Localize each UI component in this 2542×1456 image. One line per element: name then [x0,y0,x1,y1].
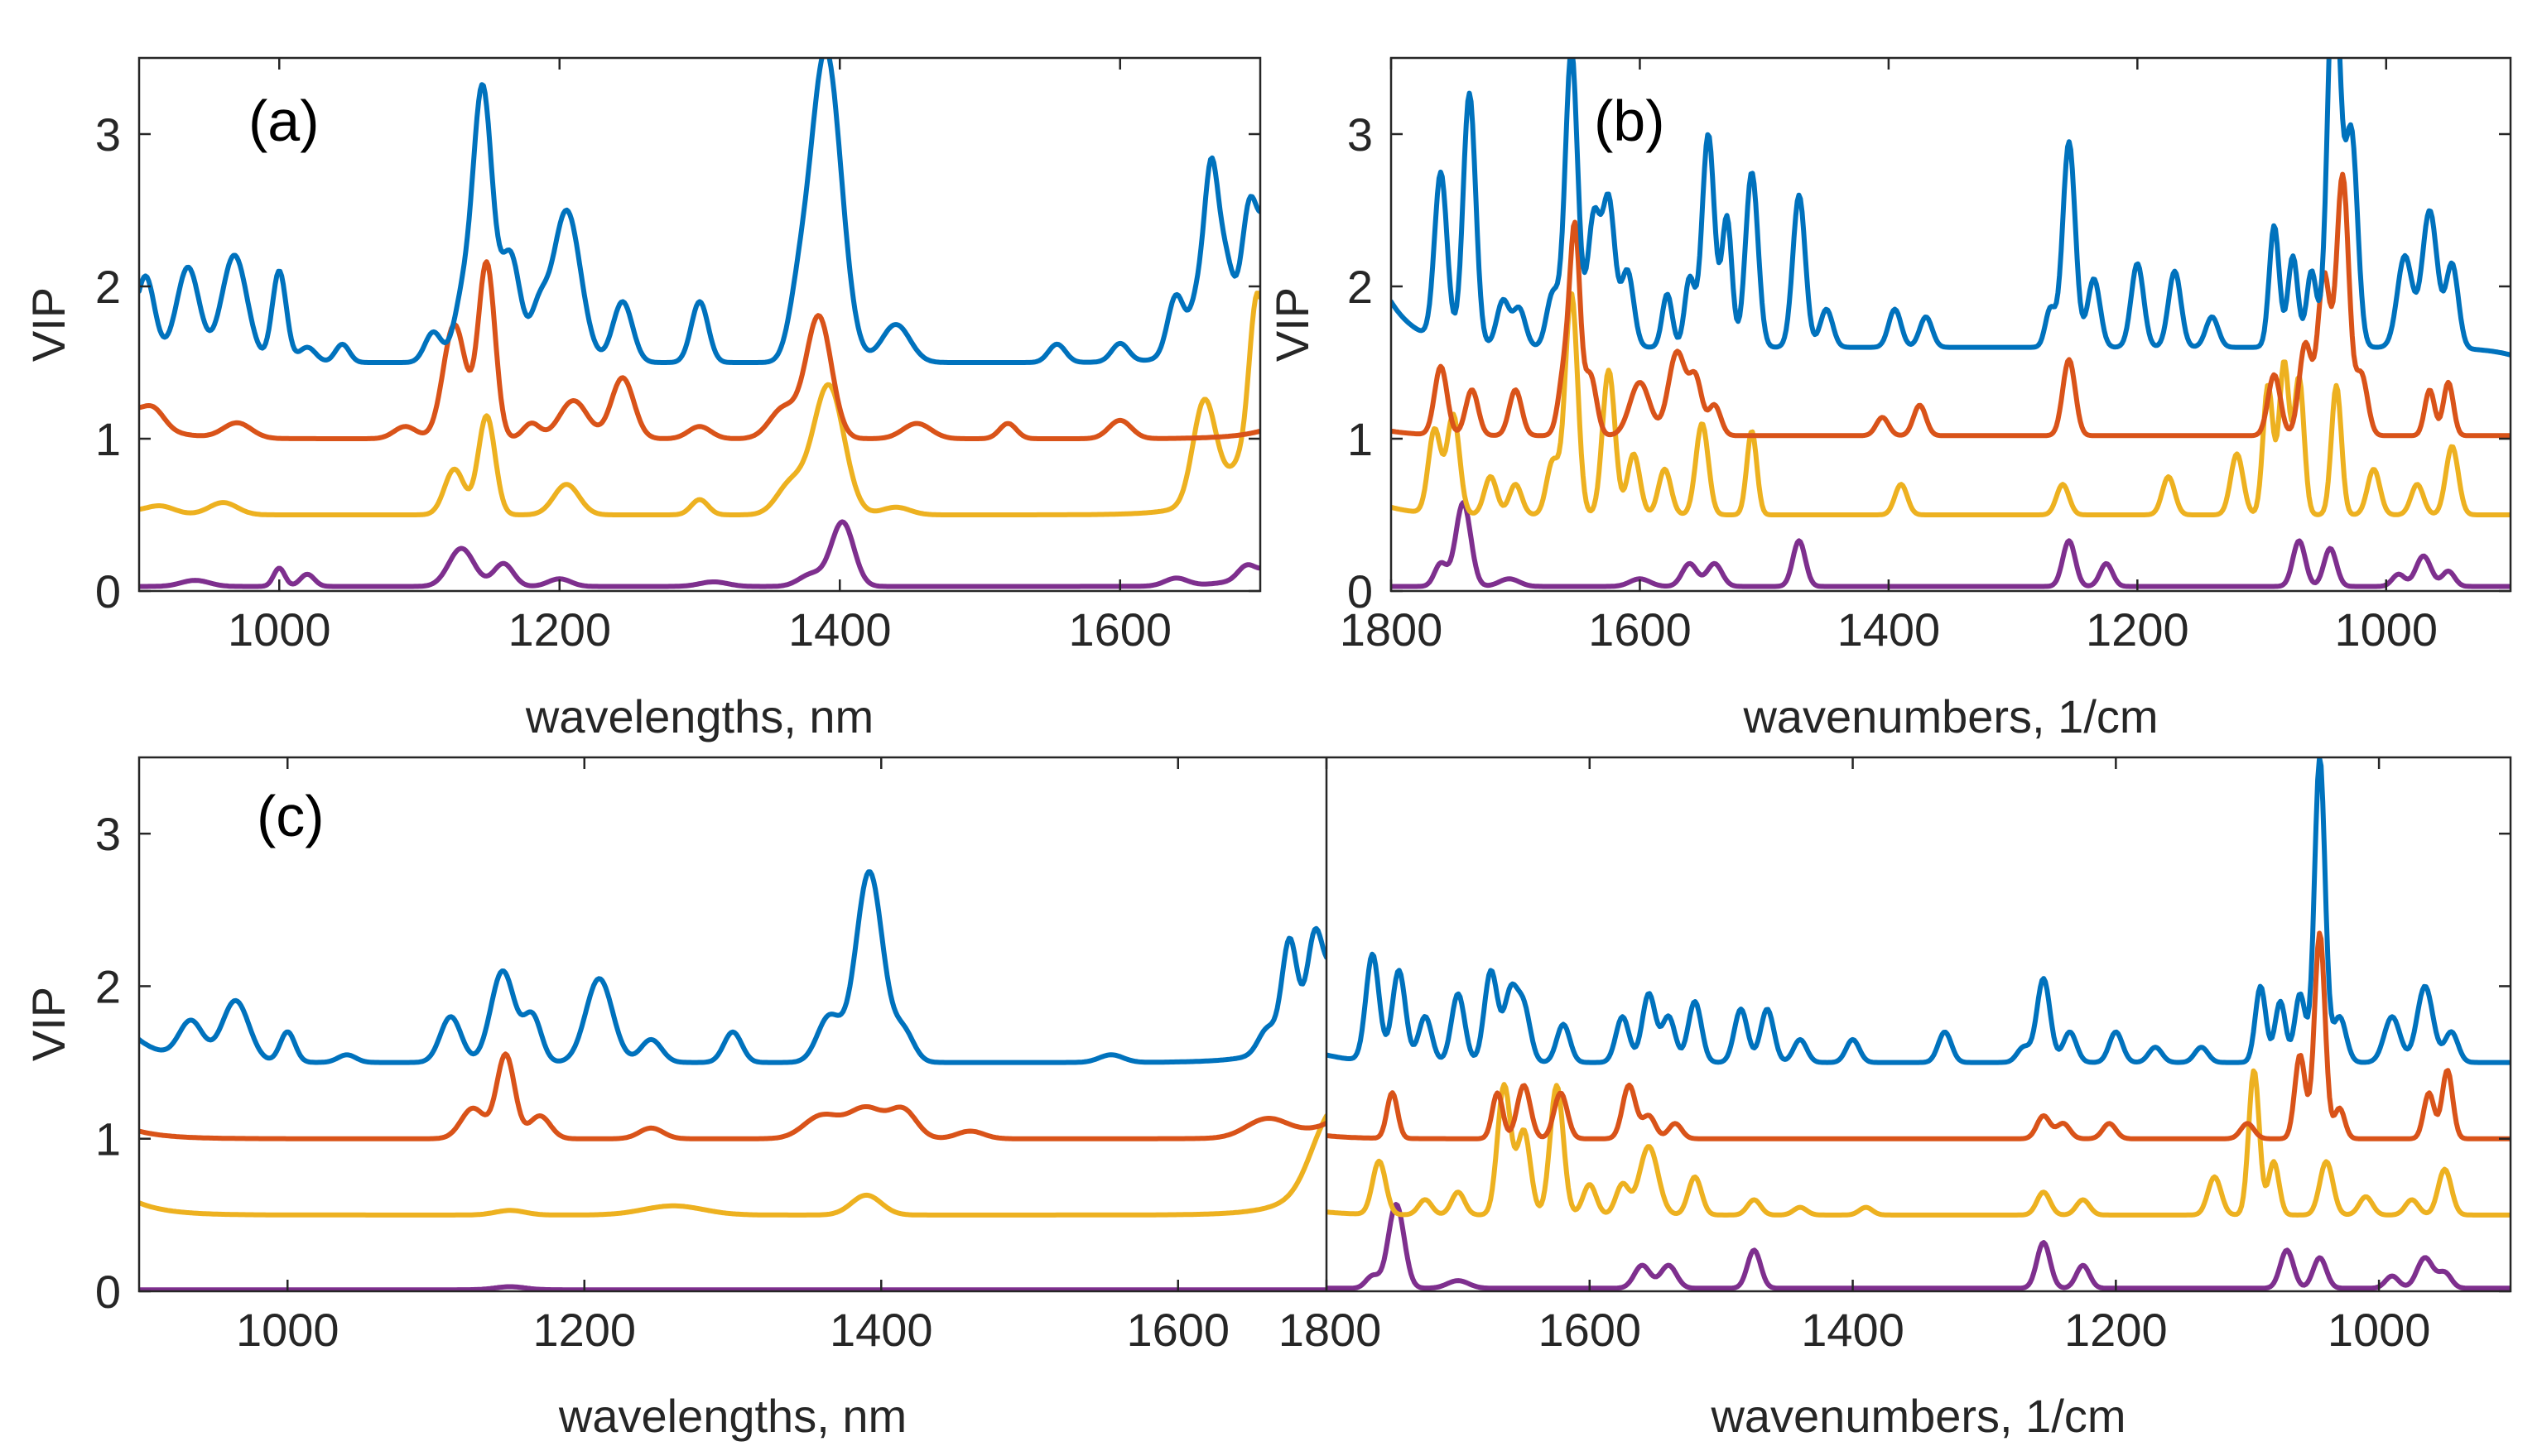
panel-c-right-xtick-label: 1200 [2064,1304,2168,1356]
panel-c-right-xtick-label: 1600 [1538,1304,1641,1356]
panel-a-xtick-label: 1400 [788,603,892,656]
panel-c-left-series-line-1 [139,869,1326,1065]
panel-c-left-ytick-label: 2 [95,960,121,1012]
panel-c-left-series-line-2 [139,1051,1326,1141]
panel-b-xtick-label: 1200 [2086,603,2189,656]
panel-b-xlabel: wavenumbers, 1/cm [1742,690,2158,742]
panel-b-xtick-label: 1800 [1340,603,1443,656]
panel-a-label: (a) [248,89,320,153]
panel-c-left-xtick-label: 1400 [830,1304,933,1356]
panel-b: 1800 1600 1400 1200 1000 0 1 2 3 (b) wavenumbers… [1266,56,2512,742]
panel-b-ytick-label: 2 [1347,261,1373,313]
panel-a: 1000 1200 1400 1600 0 1 2 3 (a) wavelengths, nm… [22,56,1262,742]
panel-a-xtick-label: 1600 [1068,603,1172,656]
panel-c-frame [137,756,2512,1293]
panel-b-series-line-3 [1391,291,2511,517]
panel-b-series-line-4 [1391,500,2511,589]
panel-b-series-line-1 [1391,58,2511,358]
panel-a-xlabel: wavelengths, nm [525,690,874,742]
panel-a-ytick-label: 3 [95,108,121,161]
panel-c-right-xtick-label: 1400 [1801,1304,1904,1356]
panel-c-xlabel-left: wavelengths, nm [558,1390,907,1442]
panel-b-ytick-label: 1 [1347,413,1373,465]
panel-b-label: (b) [1594,89,1665,153]
panel-a-series-line-3 [139,291,1260,517]
panel-c-xlabel-right: wavenumbers, 1/cm [1710,1390,2126,1442]
panel-c-ticks: 1000 1200 1400 1600 0 1 2 3 1800 1600 1400 1200 1000 [95,757,2511,1356]
panel-b-xtick-label: 1600 [1588,603,1692,656]
panel-b-xtick-label: 1000 [2334,603,2438,656]
panel-a-ytick-label: 2 [95,261,121,313]
panel-b-ytick-label: 0 [1347,565,1373,617]
panel-a-ytick-label: 1 [95,413,121,465]
panel-c-left-ytick-label: 0 [95,1266,121,1318]
panel-c-right-xtick-label: 1000 [2328,1304,2431,1356]
panel-b-ylabel: VIP [1266,287,1318,362]
panel-a-series-line-4 [139,519,1260,589]
panel-b-series [1391,58,2511,589]
panel-c-right-series-line-4 [1326,1202,2511,1291]
panel-c-right-xtick-label: 1800 [1278,1304,1382,1356]
panel-a-series [139,58,1260,589]
panel-a-xtick-label: 1000 [228,603,331,656]
panel-c-left-xtick-label: 1000 [236,1304,339,1356]
panel-b-ytick-label: 3 [1347,108,1373,161]
panel-c-left-xtick-label: 1200 [532,1304,636,1356]
panel-a-ytick-label: 0 [95,565,121,617]
panel-c-right-series-line-2 [1326,930,2511,1141]
panel-c-right-series-line-1 [1326,757,2511,1065]
panel-a-ylabel: VIP [22,287,75,362]
panel-c-label: (c) [257,784,325,848]
panel-b-ticks: 1800 1600 1400 1200 1000 0 1 2 3 [1340,58,2511,656]
panel-a-series-line-1 [139,58,1260,365]
panel-c-left-series-line-4 [139,1284,1326,1291]
panel-a-ticks: 1000 1200 1400 1600 0 1 2 3 [95,58,1260,656]
panel-b-xtick-label: 1400 [1837,603,1941,656]
panel-c-left-ytick-label: 1 [95,1113,121,1165]
panel-c-left-series-line-3 [139,1113,1326,1218]
panel-c-left-xtick-label: 1600 [1126,1304,1230,1356]
panel-c-left-ytick-label: 3 [95,808,121,860]
panel-a-series-line-2 [139,259,1260,441]
panel-a-xtick-label: 1200 [508,603,611,656]
panel-a-frame [137,56,1262,593]
panel-c-ylabel: VIP [22,987,75,1061]
panel-b-frame [1389,56,2512,593]
panel-c-series [139,757,2511,1291]
panel-b-series-line-2 [1391,171,2511,439]
panel-c-right-series-line-3 [1326,1068,2511,1218]
